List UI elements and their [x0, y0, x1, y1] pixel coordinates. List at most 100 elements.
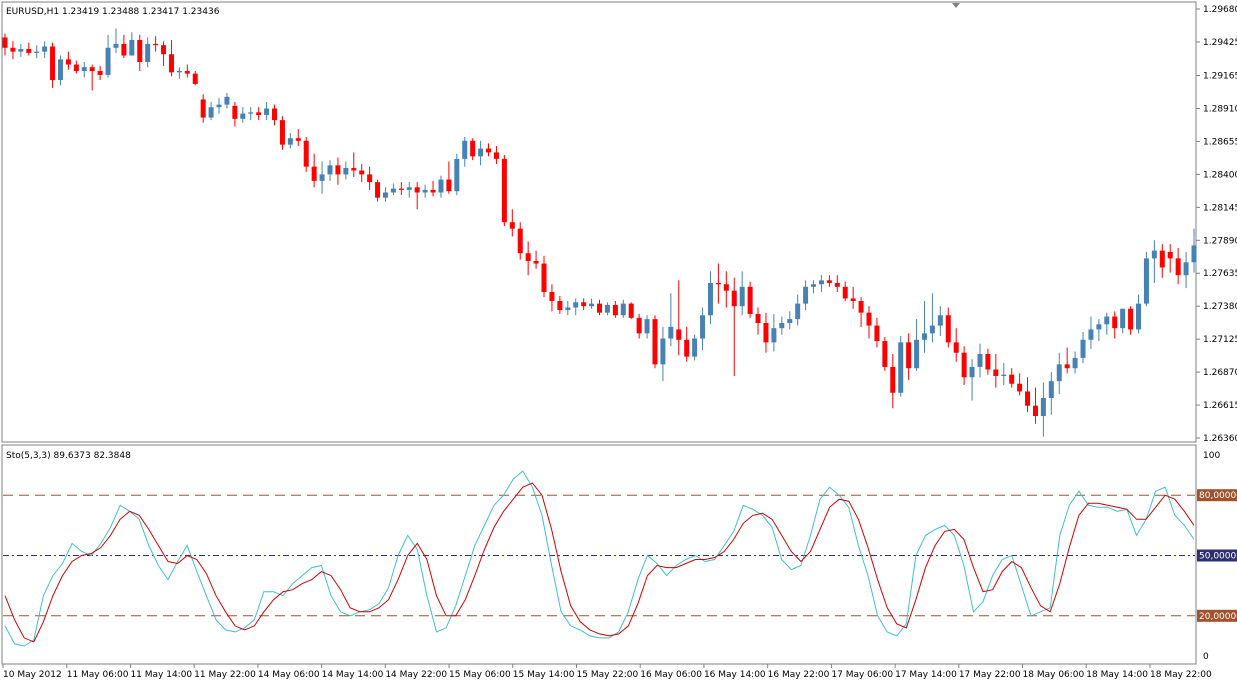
candle — [1167, 244, 1173, 273]
candle-body — [882, 341, 888, 367]
candle-body — [319, 174, 325, 181]
candle — [192, 71, 198, 86]
candle — [533, 250, 539, 269]
candle — [803, 280, 809, 311]
candle — [501, 155, 507, 227]
candle-body — [224, 96, 230, 105]
candle — [573, 298, 579, 316]
candle-body — [874, 325, 880, 342]
candle-body — [97, 71, 103, 75]
price-tick-label: 1.26360 — [1203, 434, 1237, 444]
candle-body — [2, 37, 8, 48]
candle-body — [906, 342, 912, 369]
candle — [581, 298, 587, 311]
candle-body — [914, 339, 920, 369]
candle-body — [18, 49, 24, 52]
stochastic-title: Sto(5,3,3) 89.6373 82.3848 — [6, 451, 131, 461]
candle — [787, 311, 793, 330]
candle — [57, 55, 63, 86]
candle-body — [604, 304, 610, 313]
candle-body — [700, 315, 706, 339]
candle — [557, 295, 563, 314]
candle-body — [890, 366, 896, 393]
candle-body — [937, 315, 943, 326]
candle — [42, 41, 48, 59]
candle-body — [866, 312, 872, 326]
candle — [1175, 248, 1181, 285]
candle-body — [668, 326, 674, 339]
candle — [628, 302, 634, 320]
level-label-box — [1197, 549, 1237, 562]
candle-body — [589, 303, 595, 307]
candle — [232, 102, 238, 127]
candle-body — [747, 286, 753, 314]
candle — [676, 280, 682, 356]
candle-body — [121, 43, 127, 56]
candle — [1080, 332, 1086, 364]
candle — [509, 209, 515, 237]
candle-body — [10, 47, 16, 52]
candle — [890, 354, 896, 409]
price-panel-frame — [1, 1, 1197, 443]
candle — [1120, 308, 1126, 334]
candle-body — [161, 45, 167, 55]
candle-body — [295, 138, 301, 141]
candle-body — [184, 71, 190, 74]
candle-body — [597, 303, 602, 313]
stochastic-tick-label: 0 — [1203, 652, 1209, 662]
candle-body — [50, 46, 56, 81]
candle — [414, 182, 420, 210]
candle — [422, 184, 428, 198]
time-tick-label: 18 May 14:00 — [1086, 670, 1148, 680]
candle-body — [153, 43, 159, 46]
candle — [771, 313, 777, 352]
candle-body — [232, 105, 238, 119]
candle — [1072, 351, 1078, 374]
candle — [692, 334, 698, 361]
candle-body — [739, 286, 745, 307]
candle-body — [478, 148, 484, 157]
candle — [517, 222, 523, 260]
price-tick-label: 1.28400 — [1203, 170, 1237, 180]
price-y-axis: 1.29680 1.29425 1.29165 1.28910 1.28655 1.284… — [1196, 5, 1237, 444]
candle — [1159, 244, 1165, 278]
candle — [390, 183, 396, 196]
candle-body — [486, 148, 492, 153]
candle — [121, 34, 127, 59]
candle-body — [1088, 329, 1094, 340]
candle — [914, 319, 920, 371]
candle — [351, 152, 357, 177]
candle — [105, 34, 111, 78]
candle — [240, 107, 246, 123]
candle-body — [1159, 250, 1165, 268]
candle-body — [216, 104, 222, 108]
candle — [723, 271, 729, 308]
candle — [161, 41, 167, 66]
candle-body — [945, 315, 951, 343]
candle — [811, 280, 817, 294]
candle-body — [1096, 324, 1102, 330]
shift-marker-icon[interactable] — [952, 3, 960, 8]
candle-body — [1191, 245, 1197, 263]
candle — [541, 255, 547, 298]
candle-body — [517, 228, 523, 254]
candle — [26, 42, 32, 56]
candle-body — [573, 302, 579, 308]
candle-body — [1025, 391, 1031, 406]
candle — [295, 129, 301, 146]
candle-body — [1143, 258, 1149, 304]
stochastic-panel-frame — [1, 444, 1197, 665]
candle — [406, 182, 412, 198]
candle — [430, 180, 436, 197]
time-tick-label: 11 May 14:00 — [130, 670, 192, 680]
candle — [921, 301, 927, 353]
candle — [747, 281, 753, 318]
candle-body — [462, 140, 468, 159]
candle — [478, 140, 484, 166]
time-tick-label: 15 May 22:00 — [577, 670, 639, 680]
candle-body — [279, 120, 285, 145]
candle — [2, 33, 8, 56]
time-x-axis: 10 May 2012 11 May 06:00 11 May 14:00 11 Ma… — [2, 664, 1212, 680]
candle-body — [42, 46, 48, 52]
candle-body — [287, 138, 293, 145]
